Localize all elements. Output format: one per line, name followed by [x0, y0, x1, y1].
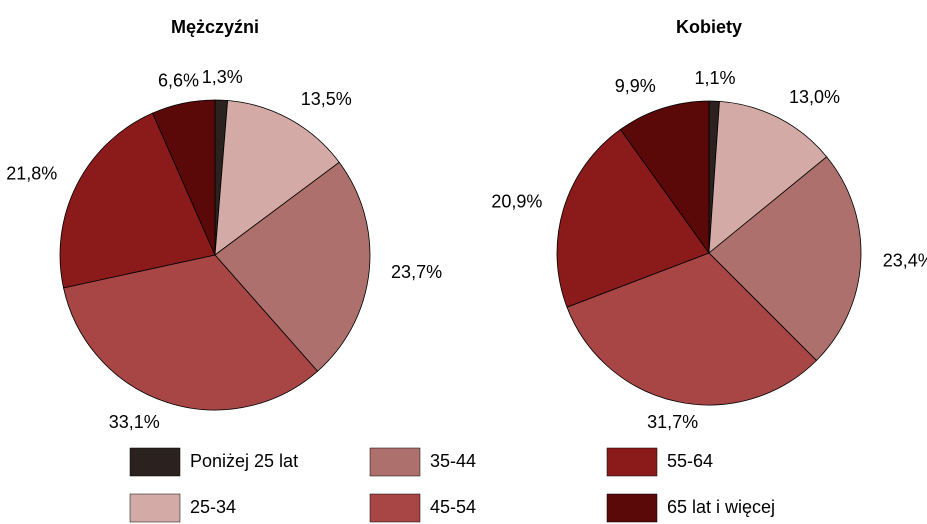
pie-slice: [556, 128, 710, 308]
pie-slice: [152, 99, 216, 256]
data-label: 1,3%: [202, 67, 243, 87]
legend-swatch: [606, 493, 658, 523]
data-label: 13,5%: [301, 89, 352, 109]
data-label: 23,4%: [883, 250, 927, 270]
data-label: 33,1%: [109, 412, 160, 432]
data-label: 13,0%: [789, 87, 840, 107]
legend-label: 55-64: [667, 451, 713, 471]
pie-slice: [619, 100, 710, 255]
chart-title: Kobiety: [676, 17, 742, 37]
legend-label: 25-34: [190, 497, 236, 517]
data-label: 31,7%: [647, 412, 698, 432]
data-label: 9,9%: [615, 76, 656, 96]
chart-title: Mężczyźni: [171, 17, 259, 37]
pie-slice: [708, 100, 828, 254]
data-label: 21,8%: [6, 163, 57, 183]
legend-swatch: [129, 493, 181, 523]
pie-slice: [214, 161, 371, 372]
pie-slice: [63, 254, 319, 411]
data-label: 6,6%: [158, 71, 199, 91]
legend-label: 35-44: [430, 451, 476, 471]
legend-label: Poniżej 25 lat: [190, 451, 298, 471]
data-label: 23,7%: [391, 262, 442, 282]
legend-swatch: [129, 447, 181, 477]
pie-slice: [566, 252, 818, 406]
pie-slice: [59, 112, 216, 289]
pie-slice: [214, 100, 340, 256]
data-label: 20,9%: [491, 192, 542, 212]
legend-label: 65 lat i więcej: [667, 497, 775, 517]
legend-swatch: [369, 493, 421, 523]
legend-label: 45-54: [430, 497, 476, 517]
legend-swatch: [606, 447, 658, 477]
legend-swatch: [369, 447, 421, 477]
pie-slice: [708, 156, 862, 362]
data-label: 1,1%: [694, 68, 735, 88]
